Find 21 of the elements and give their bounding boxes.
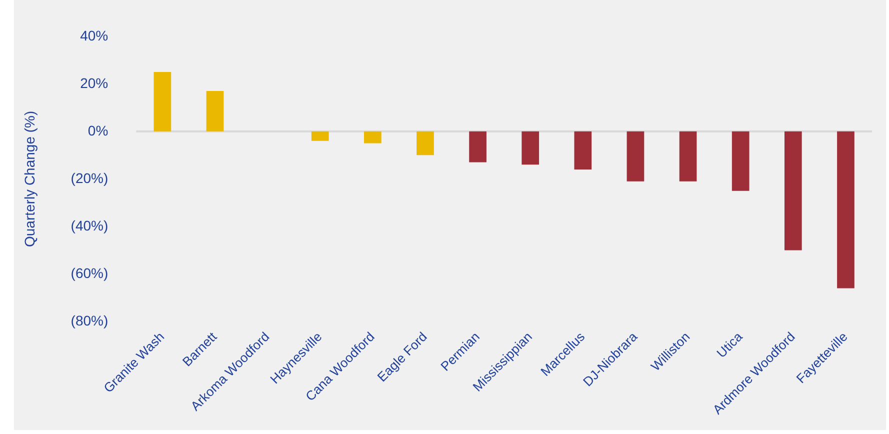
bar [206,91,224,132]
y-axis-title: Quarterly Change (%) [21,110,38,248]
y-tick-label: (40%) [70,217,108,234]
bar [679,131,697,182]
bar [837,131,854,288]
bar [522,131,540,165]
bar [574,131,592,170]
bar [311,131,329,141]
bar [784,131,802,250]
bar [416,131,434,156]
y-tick-label: 20% [80,74,108,91]
y-tick-label: (60%) [70,264,108,281]
y-tick-label: (20%) [70,170,108,186]
bar [469,131,486,162]
bar [154,72,172,132]
bar [364,131,382,144]
y-tick-label: 0% [88,122,108,138]
bar [732,131,750,191]
y-tick-label: 40% [80,27,108,44]
y-tick-label: (80%) [70,312,108,328]
bar [626,131,644,182]
